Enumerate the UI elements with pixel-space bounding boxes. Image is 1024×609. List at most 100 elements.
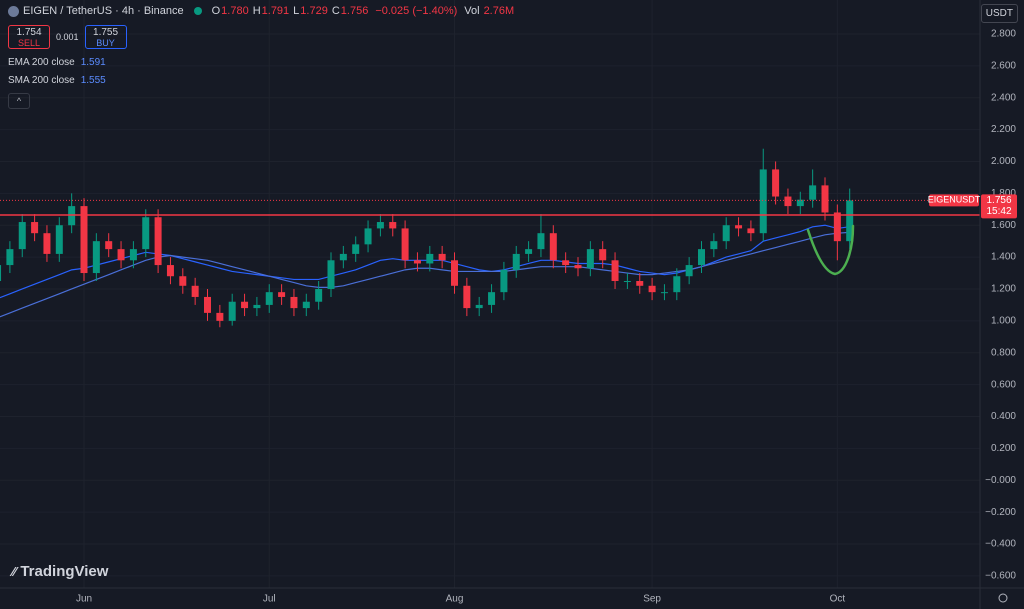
sell-button[interactable]: 1.754 SELL bbox=[8, 25, 50, 49]
candle-body bbox=[290, 296, 298, 309]
ohlc-value: 1.791 bbox=[261, 5, 290, 17]
symbol-title[interactable]: EIGEN / TetherUS · 4h · Binance bbox=[23, 5, 184, 17]
candle-body bbox=[204, 296, 211, 313]
buy-button[interactable]: 1.755 BUY bbox=[84, 25, 127, 49]
indicator-value: 1.591 bbox=[80, 57, 106, 68]
settings-icon[interactable] bbox=[998, 593, 1008, 603]
indicator-value: 1.555 bbox=[80, 75, 106, 86]
y-tick-label: 0.400 bbox=[991, 411, 1016, 422]
y-tick-label: 1.800 bbox=[991, 188, 1016, 199]
candle-body bbox=[327, 260, 335, 289]
candle-body bbox=[6, 249, 14, 266]
candle-body bbox=[833, 212, 841, 242]
candle-body bbox=[315, 288, 323, 302]
candle-body bbox=[772, 169, 780, 197]
vol-key: Vol bbox=[464, 5, 480, 17]
x-tick-label: Aug bbox=[446, 594, 464, 605]
currency-button[interactable]: USDT bbox=[980, 4, 1018, 23]
candle-body bbox=[537, 233, 545, 250]
candle-body bbox=[92, 241, 100, 274]
candle-body bbox=[228, 301, 236, 321]
ohlc-value: 1.756 bbox=[340, 5, 369, 17]
candle-body bbox=[451, 260, 458, 286]
candle-body bbox=[512, 253, 520, 270]
x-tick-label: Sep bbox=[643, 594, 661, 605]
candle-body bbox=[142, 217, 150, 250]
indicator-name: EMA 200 close bbox=[8, 57, 75, 68]
candle-body bbox=[105, 241, 113, 250]
x-tick-label: Jun bbox=[76, 594, 92, 605]
y-tick-label: 0.800 bbox=[991, 347, 1016, 358]
symbol-tag-text: EIGENUSDT bbox=[928, 195, 981, 205]
candle-body bbox=[0, 265, 2, 282]
candle-body bbox=[43, 233, 51, 254]
candle-body bbox=[401, 228, 409, 261]
price-tag bbox=[981, 194, 1017, 219]
y-tick-label: 1.400 bbox=[991, 252, 1016, 263]
price-tag-countdown: 15:42 bbox=[986, 206, 1011, 217]
logo: ⁄⁄ TradingView bbox=[12, 563, 109, 580]
symbol-icon bbox=[8, 5, 19, 17]
drawn-annotation bbox=[806, 224, 855, 276]
candle-body bbox=[784, 196, 792, 207]
candle-body bbox=[475, 304, 483, 309]
y-tick-label: 1.200 bbox=[991, 284, 1016, 295]
x-tick-label: Oct bbox=[830, 594, 846, 605]
trade-buttons: 1.754 SELL 0.001 1.755 BUY bbox=[8, 25, 127, 49]
candle-body bbox=[809, 185, 817, 200]
candle-body bbox=[117, 249, 125, 261]
candle-body bbox=[796, 199, 804, 207]
x-tick-label: Jul bbox=[263, 594, 276, 605]
ohlc-key: L bbox=[293, 5, 300, 17]
candle-body bbox=[525, 249, 533, 254]
symbol-header: EIGEN / TetherUS · 4h · Binance O 1.780 H 1… bbox=[8, 5, 517, 17]
y-tick-label: 0.600 bbox=[991, 379, 1016, 390]
y-tick-label: 2.800 bbox=[991, 29, 1016, 40]
sell-label: SELL bbox=[17, 38, 41, 48]
candle-body bbox=[80, 206, 88, 274]
collapse-button[interactable]: ^ bbox=[8, 93, 30, 109]
indicator-legend[interactable]: EMA 200 close 1.591 bbox=[8, 57, 106, 68]
candle-body bbox=[389, 222, 397, 229]
ohlc-value: 1.780 bbox=[221, 5, 249, 17]
candle-body bbox=[302, 301, 310, 309]
symbol-tag bbox=[929, 194, 979, 207]
buy-price: 1.755 bbox=[93, 27, 119, 38]
candle-body bbox=[500, 269, 508, 293]
candle-body bbox=[352, 244, 360, 254]
candle-body bbox=[241, 301, 249, 309]
candle-body bbox=[698, 249, 705, 266]
candle-body bbox=[562, 260, 570, 266]
ohlc-key: C bbox=[331, 5, 340, 17]
ohlc-key: H bbox=[252, 5, 261, 17]
candle-body bbox=[253, 304, 261, 309]
candle-body bbox=[129, 249, 137, 261]
candle-body bbox=[166, 265, 174, 277]
indicator-legend[interactable]: SMA 200 close 1.555 bbox=[8, 75, 106, 86]
candle-body bbox=[438, 253, 446, 261]
moving-average-line bbox=[0, 231, 850, 318]
candle-body bbox=[426, 253, 434, 264]
change: −0.025 (−1.40%) bbox=[375, 5, 458, 17]
candle-body bbox=[747, 228, 755, 234]
ohlc-value: 1.729 bbox=[300, 5, 328, 17]
candle-body bbox=[660, 292, 668, 294]
candle-body bbox=[216, 312, 224, 321]
y-tick-label: −0.600 bbox=[985, 571, 1016, 582]
moving-average-line bbox=[0, 224, 850, 299]
candle-body bbox=[31, 222, 39, 234]
candle-body bbox=[154, 217, 162, 266]
candle-body bbox=[574, 265, 582, 269]
candle-body bbox=[599, 249, 607, 261]
candle-body bbox=[376, 222, 384, 229]
candle-body bbox=[191, 285, 199, 297]
candle-body bbox=[846, 200, 854, 242]
candle-body bbox=[413, 260, 421, 264]
candle-body bbox=[55, 225, 63, 254]
y-tick-label: 2.600 bbox=[991, 60, 1016, 71]
candle-body bbox=[722, 225, 730, 242]
ohlc-key: O bbox=[211, 5, 221, 17]
spread: 0.001 bbox=[56, 32, 79, 42]
price-tag-value: 1.756 bbox=[986, 195, 1011, 206]
sell-price: 1.754 bbox=[16, 27, 42, 38]
